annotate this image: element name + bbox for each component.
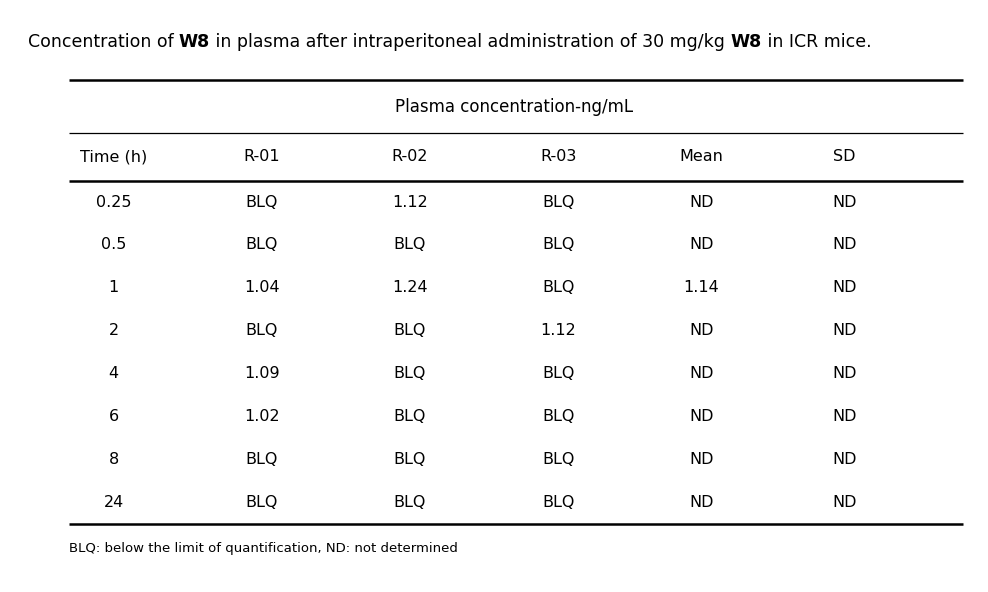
Text: R-01: R-01	[243, 149, 281, 165]
Text: ND: ND	[833, 281, 857, 295]
Text: 1.04: 1.04	[244, 281, 280, 295]
Text: ND: ND	[690, 495, 713, 510]
Text: BLQ: BLQ	[542, 281, 574, 295]
Text: BLQ: BLQ	[246, 452, 278, 467]
Text: ND: ND	[690, 409, 713, 424]
Text: ND: ND	[833, 409, 857, 424]
Text: 1.12: 1.12	[540, 323, 576, 338]
Text: Mean: Mean	[680, 149, 723, 165]
Text: BLQ: BLQ	[394, 323, 426, 338]
Text: BLQ: BLQ	[394, 452, 426, 467]
Text: ND: ND	[690, 366, 713, 381]
Text: BLQ: BLQ	[542, 495, 574, 510]
Text: 1: 1	[109, 281, 119, 295]
Text: ND: ND	[690, 195, 713, 210]
Text: BLQ: BLQ	[246, 237, 278, 252]
Text: 1.12: 1.12	[392, 195, 428, 210]
Text: BLQ: BLQ	[542, 409, 574, 424]
Text: BLQ: BLQ	[542, 195, 574, 210]
Text: 1.24: 1.24	[392, 281, 428, 295]
Text: BLQ: BLQ	[246, 495, 278, 510]
Text: 24: 24	[104, 495, 124, 510]
Text: ND: ND	[833, 323, 857, 338]
Text: in ICR mice.: in ICR mice.	[762, 33, 871, 50]
Text: W8: W8	[179, 33, 210, 50]
Text: R-03: R-03	[540, 149, 576, 165]
Text: ND: ND	[833, 452, 857, 467]
Text: BLQ: BLQ	[394, 237, 426, 252]
Text: 1.09: 1.09	[244, 366, 280, 381]
Text: W8: W8	[730, 33, 762, 50]
Text: 2: 2	[109, 323, 119, 338]
Text: R-02: R-02	[392, 149, 428, 165]
Text: BLQ: BLQ	[542, 237, 574, 252]
Text: 6: 6	[109, 409, 119, 424]
Text: Time (h): Time (h)	[80, 149, 147, 165]
Text: 0.25: 0.25	[96, 195, 131, 210]
Text: ND: ND	[833, 366, 857, 381]
Text: BLQ: BLQ	[394, 366, 426, 381]
Text: BLQ: BLQ	[542, 366, 574, 381]
Text: BLQ: BLQ	[246, 195, 278, 210]
Text: 4: 4	[109, 366, 119, 381]
Text: Concentration of: Concentration of	[28, 33, 179, 50]
Text: ND: ND	[833, 495, 857, 510]
Text: 1.02: 1.02	[244, 409, 280, 424]
Text: BLQ: BLQ	[246, 323, 278, 338]
Text: 1.14: 1.14	[684, 281, 719, 295]
Text: ND: ND	[690, 323, 713, 338]
Text: ND: ND	[690, 452, 713, 467]
Text: 8: 8	[109, 452, 119, 467]
Text: BLQ: below the limit of quantification, ND: not determined: BLQ: below the limit of quantification, …	[69, 542, 458, 555]
Text: ND: ND	[833, 237, 857, 252]
Text: in plasma after intraperitoneal administration of 30 mg/kg: in plasma after intraperitoneal administ…	[210, 33, 730, 50]
Text: ND: ND	[833, 195, 857, 210]
Text: 0.5: 0.5	[101, 237, 126, 252]
Text: SD: SD	[834, 149, 856, 165]
Text: BLQ: BLQ	[394, 409, 426, 424]
Text: ND: ND	[690, 237, 713, 252]
Text: BLQ: BLQ	[394, 495, 426, 510]
Text: Plasma concentration-ng/mL: Plasma concentration-ng/mL	[394, 98, 633, 115]
Text: BLQ: BLQ	[542, 452, 574, 467]
